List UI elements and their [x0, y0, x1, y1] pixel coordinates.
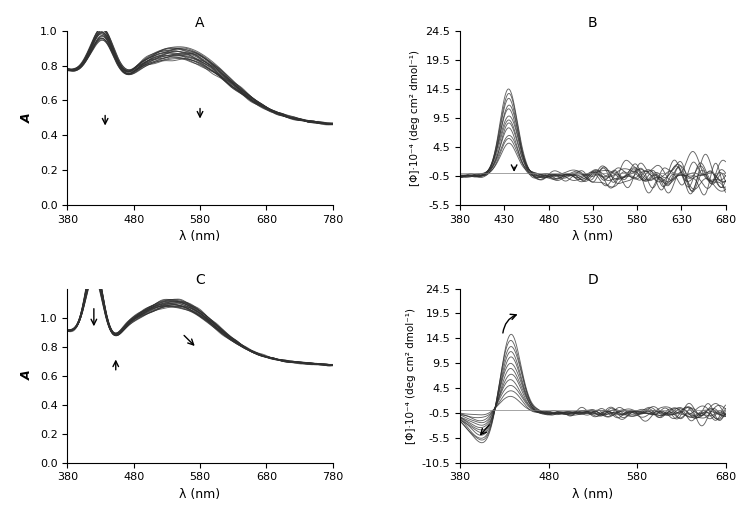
Y-axis label: [Φ]·10⁻⁴ (deg cm² dmol⁻¹): [Φ]·10⁻⁴ (deg cm² dmol⁻¹) [410, 50, 420, 186]
X-axis label: λ (nm): λ (nm) [180, 488, 221, 501]
Title: A: A [195, 15, 205, 30]
Y-axis label: A: A [21, 371, 34, 380]
Y-axis label: [Φ]·10⁻⁴ (deg cm² dmol⁻¹): [Φ]·10⁻⁴ (deg cm² dmol⁻¹) [406, 307, 416, 444]
Title: C: C [195, 273, 205, 287]
Title: D: D [587, 273, 598, 287]
X-axis label: λ (nm): λ (nm) [572, 488, 613, 501]
X-axis label: λ (nm): λ (nm) [572, 230, 613, 243]
Title: B: B [588, 15, 598, 30]
Y-axis label: A: A [21, 113, 34, 123]
X-axis label: λ (nm): λ (nm) [180, 230, 221, 243]
